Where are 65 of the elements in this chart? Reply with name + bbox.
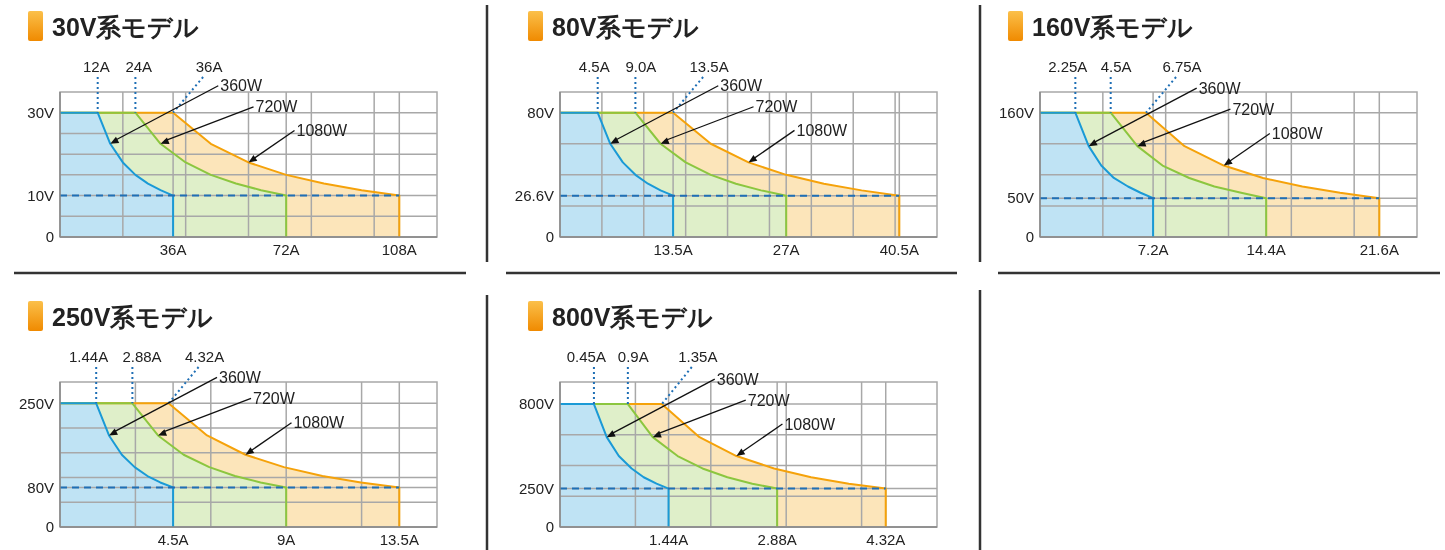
text: 720W — [255, 98, 299, 116]
y-tick-label: 80V — [527, 103, 554, 121]
x-tick-label: 13.5A — [653, 241, 693, 258]
x-tick-label: 9A — [277, 531, 296, 548]
text: 1080W — [296, 122, 349, 140]
y-tick-label: 800V — [518, 395, 554, 413]
x-tick-label: 40.5A — [879, 241, 919, 258]
y-tick-label: 30V — [27, 103, 54, 121]
annotation: 9.0A — [625, 58, 657, 75]
annotation: 4.5A — [1100, 58, 1132, 75]
annotation: 13.5A — [689, 58, 729, 75]
x-tick-label: 27A — [772, 241, 800, 258]
annotation: 4.5A — [578, 58, 610, 75]
y-tick-label: 250V — [518, 479, 554, 497]
x-tick-label: 13.5A — [379, 531, 419, 548]
x-tick-label: 4.32A — [866, 531, 906, 548]
annotation: 1.35A — [678, 348, 718, 365]
annotation: 0.45A — [566, 348, 606, 365]
y-tick-label: 0 — [1025, 228, 1034, 246]
text: 1080W — [784, 415, 837, 433]
annotation: 12A — [83, 58, 110, 75]
text: 720W — [755, 98, 799, 116]
text: 720W — [1232, 100, 1276, 118]
x-tick-label: 7.2A — [1137, 241, 1169, 258]
x-tick-label: 1.44A — [648, 531, 689, 548]
y-tick-label: 250V — [18, 394, 54, 412]
y-tick-label: 0 — [545, 228, 554, 246]
annotation: 1.44A — [68, 348, 109, 365]
text: 360W — [219, 369, 262, 387]
text: 360W — [716, 370, 760, 388]
x-tick-label: 4.5A — [157, 531, 189, 548]
x-tick-label: 21.6A — [1359, 241, 1399, 258]
y-tick-label: 26.6V — [514, 186, 554, 204]
x-tick-label: 14.4A — [1246, 241, 1286, 258]
annotation: 24A — [125, 58, 153, 75]
x-tick-label: 36A — [159, 241, 187, 258]
y-tick-label: 160V — [998, 103, 1034, 121]
chart-title: 30V系モデル — [52, 13, 200, 41]
text: 1080W — [1271, 125, 1324, 143]
y-tick-label: 0 — [45, 518, 54, 536]
annotation: 2.25A — [1048, 58, 1088, 75]
text: 1080W — [293, 414, 346, 432]
x-tick-label: 2.88A — [757, 531, 797, 548]
chart-title: 800V系モデル — [552, 303, 714, 331]
annotation: 36A — [195, 58, 223, 75]
x-tick-label: 108A — [381, 241, 417, 258]
annotation: 2.88A — [122, 348, 162, 365]
text: 360W — [220, 77, 263, 95]
text: 1080W — [796, 122, 849, 139]
chart-title: 160V系モデル — [1032, 13, 1194, 41]
y-tick-label: 0 — [45, 228, 54, 246]
x-tick-label: 72A — [272, 241, 300, 258]
y-tick-label: 10V — [27, 186, 54, 204]
text: 360W — [720, 77, 763, 95]
chart-title: 250V系モデル — [52, 303, 214, 331]
chart-title: 80V系モデル — [552, 13, 700, 41]
y-tick-label: 50V — [1007, 189, 1034, 207]
y-tick-label: 80V — [27, 478, 54, 496]
annotation: 6.75A — [1162, 58, 1202, 75]
annotation: 0.9A — [617, 348, 649, 365]
text: 720W — [253, 390, 296, 408]
text: 720W — [747, 391, 791, 409]
y-tick-label: 0 — [545, 518, 554, 536]
annotation: 4.32A — [184, 348, 225, 365]
text: 360W — [1198, 79, 1242, 97]
